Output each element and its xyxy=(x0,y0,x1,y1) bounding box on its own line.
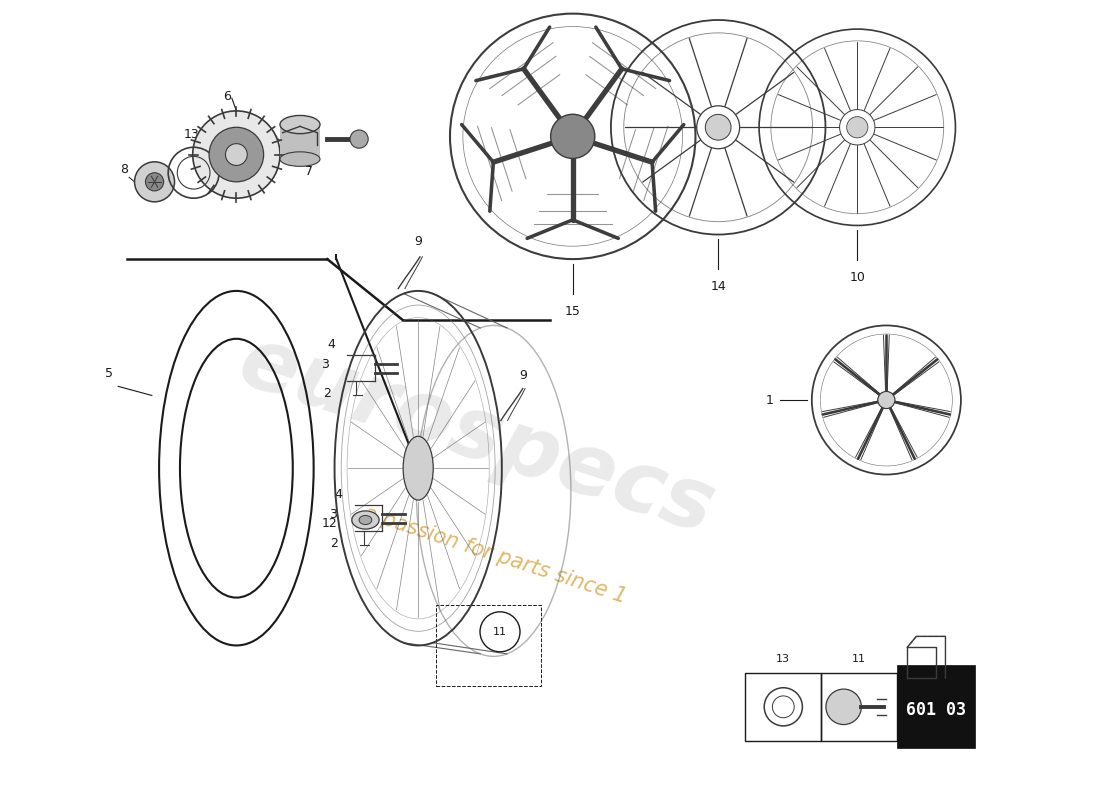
Circle shape xyxy=(209,127,264,182)
Circle shape xyxy=(350,130,368,148)
Bar xyxy=(437,605,541,686)
Bar xyxy=(821,673,896,741)
Ellipse shape xyxy=(280,152,320,166)
Text: 4: 4 xyxy=(327,338,334,351)
Circle shape xyxy=(847,117,868,138)
Text: 4: 4 xyxy=(334,488,342,501)
Circle shape xyxy=(705,114,732,140)
Ellipse shape xyxy=(280,115,320,134)
Text: 2: 2 xyxy=(323,387,331,400)
Text: a passion for parts since 1: a passion for parts since 1 xyxy=(362,502,629,606)
Text: 2: 2 xyxy=(331,538,339,550)
Text: 13: 13 xyxy=(184,128,200,141)
Ellipse shape xyxy=(403,436,433,500)
Bar xyxy=(746,673,821,741)
Text: 9: 9 xyxy=(415,235,422,249)
Text: 8: 8 xyxy=(121,162,129,176)
Text: 10: 10 xyxy=(849,271,866,284)
Text: 3: 3 xyxy=(321,358,329,371)
Bar xyxy=(896,666,975,748)
Circle shape xyxy=(192,111,280,198)
Ellipse shape xyxy=(352,511,379,529)
Bar xyxy=(280,125,320,159)
Text: 5: 5 xyxy=(106,367,113,380)
Text: 1: 1 xyxy=(766,394,773,406)
Ellipse shape xyxy=(359,515,372,525)
Text: 601 03: 601 03 xyxy=(905,702,966,719)
Text: 15: 15 xyxy=(564,305,581,318)
Circle shape xyxy=(145,173,164,191)
Text: 3: 3 xyxy=(329,508,337,521)
Text: eurospecs: eurospecs xyxy=(229,321,725,552)
Text: 11: 11 xyxy=(493,627,507,637)
Text: 11: 11 xyxy=(852,654,866,664)
Text: 7: 7 xyxy=(305,166,314,178)
Text: 6: 6 xyxy=(223,90,231,103)
Text: 9: 9 xyxy=(519,369,527,382)
Circle shape xyxy=(551,114,595,158)
Text: 13: 13 xyxy=(777,654,790,664)
Circle shape xyxy=(878,391,895,409)
Text: 12: 12 xyxy=(321,518,337,530)
Text: 14: 14 xyxy=(711,280,726,293)
Circle shape xyxy=(826,689,861,725)
Circle shape xyxy=(134,162,175,202)
Circle shape xyxy=(226,144,248,166)
